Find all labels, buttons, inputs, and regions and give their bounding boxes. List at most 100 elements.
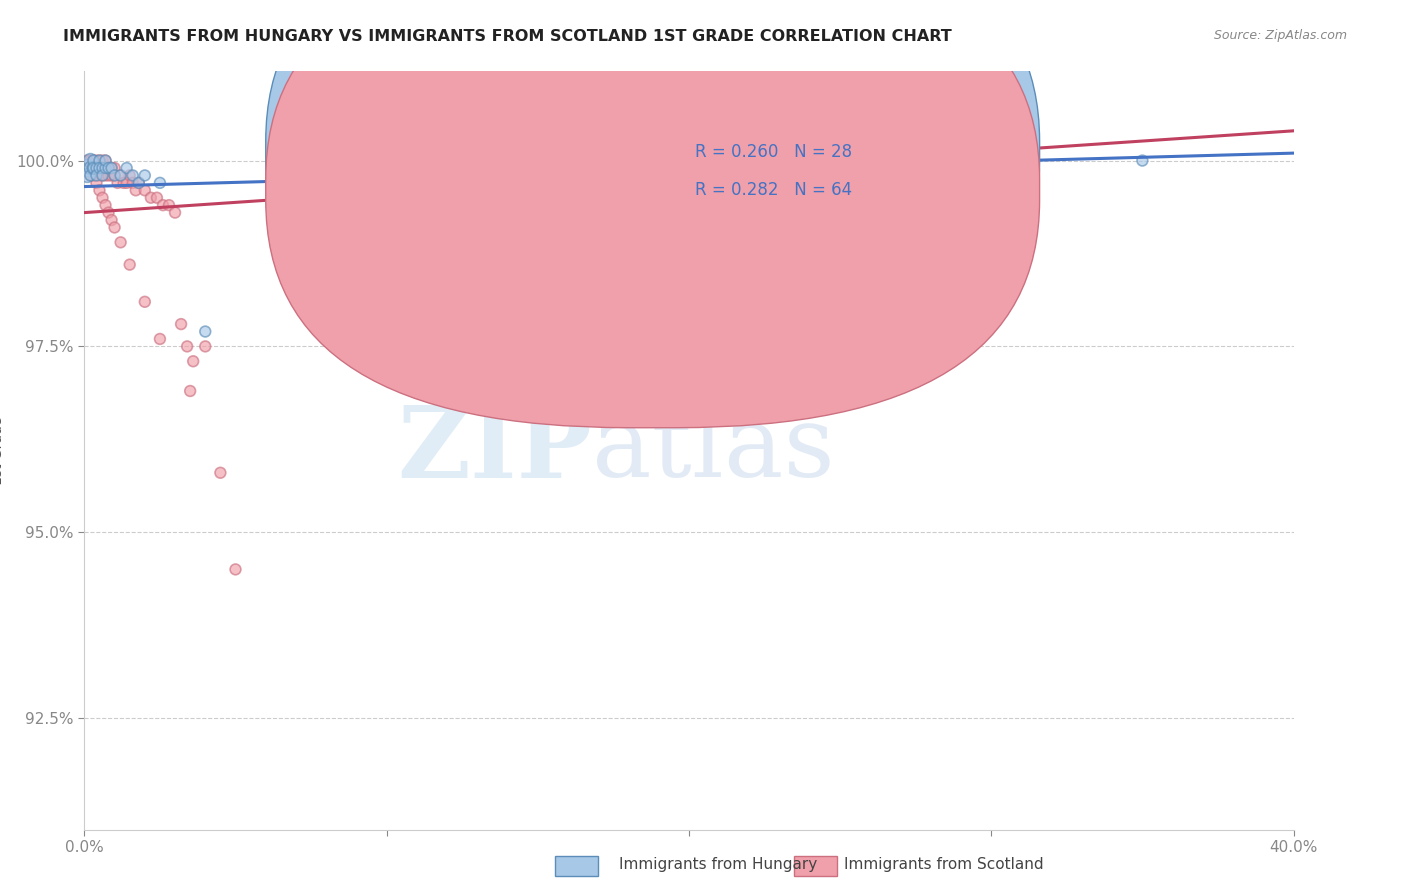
- Point: [209, 466, 232, 480]
- Point: [149, 332, 172, 346]
- Point: [94, 153, 117, 168]
- Point: [86, 153, 108, 168]
- Point: [86, 161, 108, 175]
- Point: [100, 169, 122, 183]
- Point: [82, 169, 104, 183]
- Point: [94, 169, 117, 183]
- Point: [79, 153, 101, 168]
- Point: [128, 176, 150, 190]
- Point: [79, 161, 101, 175]
- Point: [79, 169, 101, 183]
- Point: [118, 258, 141, 272]
- Point: [115, 161, 138, 175]
- Text: ZIP: ZIP: [398, 402, 592, 499]
- Point: [152, 198, 174, 212]
- Point: [76, 161, 98, 175]
- Point: [170, 317, 193, 331]
- Point: [139, 191, 162, 205]
- Point: [179, 384, 201, 398]
- Point: [97, 205, 120, 219]
- Point: [82, 161, 104, 175]
- Point: [157, 198, 180, 212]
- Point: [146, 191, 169, 205]
- Point: [100, 161, 122, 175]
- Point: [89, 183, 111, 197]
- Text: R = 0.282   N = 64: R = 0.282 N = 64: [695, 181, 852, 199]
- Point: [79, 169, 101, 183]
- Point: [94, 198, 117, 212]
- Point: [76, 161, 98, 175]
- Point: [194, 325, 217, 339]
- Point: [86, 169, 108, 183]
- Point: [91, 161, 114, 175]
- Point: [176, 339, 198, 353]
- Point: [82, 169, 104, 183]
- Point: [82, 161, 104, 175]
- Point: [94, 161, 117, 175]
- Point: [104, 220, 127, 235]
- Point: [128, 176, 150, 190]
- Point: [82, 161, 104, 175]
- FancyBboxPatch shape: [599, 117, 889, 230]
- Point: [125, 183, 148, 197]
- Point: [89, 169, 111, 183]
- Point: [100, 161, 122, 175]
- Point: [94, 153, 117, 168]
- Point: [79, 161, 101, 175]
- Point: [82, 161, 104, 175]
- Point: [97, 161, 120, 175]
- Point: [86, 176, 108, 190]
- Point: [91, 153, 114, 168]
- Point: [79, 161, 101, 175]
- Text: Immigrants from Hungary: Immigrants from Hungary: [619, 857, 817, 872]
- Text: IMMIGRANTS FROM HUNGARY VS IMMIGRANTS FROM SCOTLAND 1ST GRADE CORRELATION CHART: IMMIGRANTS FROM HUNGARY VS IMMIGRANTS FR…: [63, 29, 952, 44]
- Point: [121, 176, 143, 190]
- Point: [82, 153, 104, 168]
- Point: [89, 161, 111, 175]
- Point: [89, 153, 111, 168]
- Point: [89, 153, 111, 168]
- Point: [76, 153, 98, 168]
- Point: [194, 339, 217, 353]
- Point: [100, 213, 122, 227]
- Point: [110, 169, 132, 183]
- Point: [89, 161, 111, 175]
- Point: [104, 161, 127, 175]
- Point: [97, 169, 120, 183]
- Point: [82, 153, 104, 168]
- Point: [165, 205, 187, 219]
- Point: [110, 235, 132, 250]
- Point: [91, 191, 114, 205]
- Point: [79, 161, 101, 175]
- Point: [76, 161, 98, 175]
- Point: [134, 169, 156, 183]
- Point: [86, 169, 108, 183]
- Point: [91, 169, 114, 183]
- Point: [107, 176, 129, 190]
- Point: [86, 161, 108, 175]
- Point: [617, 339, 640, 353]
- Point: [121, 169, 143, 183]
- Point: [110, 169, 132, 183]
- Text: atlas: atlas: [592, 402, 835, 499]
- Point: [97, 161, 120, 175]
- Text: Source: ZipAtlas.com: Source: ZipAtlas.com: [1213, 29, 1347, 42]
- Point: [134, 183, 156, 197]
- Point: [104, 169, 127, 183]
- Point: [91, 161, 114, 175]
- Y-axis label: 1st Grade: 1st Grade: [0, 417, 4, 484]
- Text: R = 0.260   N = 28: R = 0.260 N = 28: [695, 143, 852, 161]
- FancyBboxPatch shape: [266, 0, 1039, 390]
- Point: [149, 176, 172, 190]
- Point: [91, 169, 114, 183]
- Point: [86, 161, 108, 175]
- Point: [112, 176, 135, 190]
- Text: Immigrants from Scotland: Immigrants from Scotland: [844, 857, 1043, 872]
- Point: [134, 294, 156, 309]
- Point: [118, 169, 141, 183]
- FancyBboxPatch shape: [266, 0, 1039, 428]
- Point: [225, 562, 247, 576]
- Point: [104, 169, 127, 183]
- Point: [1130, 153, 1153, 168]
- Point: [181, 354, 204, 368]
